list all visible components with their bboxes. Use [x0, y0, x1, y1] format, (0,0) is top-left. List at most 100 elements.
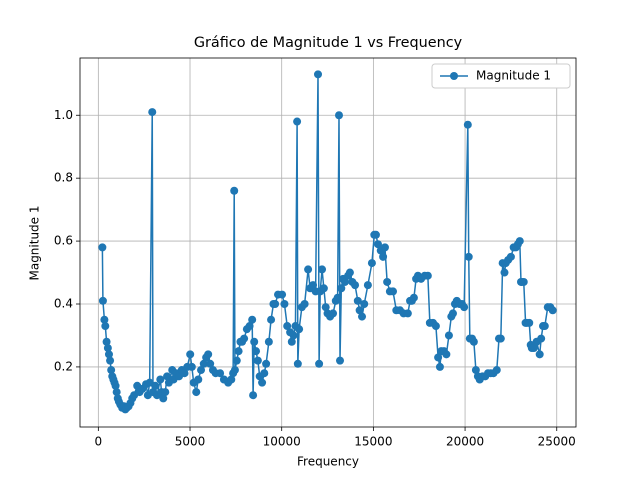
- point: [403, 309, 412, 318]
- point: [227, 375, 236, 384]
- point: [252, 347, 261, 356]
- point: [300, 300, 309, 308]
- point: [98, 296, 107, 305]
- point: [230, 366, 239, 375]
- point: [535, 350, 544, 359]
- point: [355, 306, 364, 315]
- point: [464, 252, 473, 261]
- point: [199, 359, 208, 368]
- point: [204, 350, 213, 359]
- legend-marker: [450, 72, 458, 80]
- point: [492, 366, 501, 375]
- point: [148, 108, 157, 117]
- point: [435, 362, 444, 371]
- y-tick-label: 0.8: [54, 171, 73, 185]
- y-tick-label: 1.0: [54, 108, 73, 122]
- point: [329, 309, 338, 318]
- point: [100, 315, 109, 324]
- point: [304, 265, 313, 274]
- point: [380, 243, 389, 252]
- x-tick-label: 10000: [263, 435, 301, 449]
- point: [471, 366, 480, 375]
- x-tick-label: 15000: [354, 435, 392, 449]
- chart-title: Gráfico de Magnitude 1 vs Frequency: [194, 35, 463, 51]
- point: [283, 322, 292, 331]
- point: [161, 388, 170, 397]
- point: [335, 111, 344, 120]
- point: [383, 277, 392, 286]
- point: [537, 334, 546, 343]
- point: [515, 237, 524, 246]
- point: [258, 378, 267, 387]
- y-tick-label: 0.6: [54, 234, 73, 248]
- legend: Magnitude 1: [431, 63, 571, 89]
- point: [373, 240, 382, 249]
- point: [186, 350, 195, 359]
- point: [431, 322, 440, 331]
- point: [230, 186, 239, 195]
- point: [101, 322, 110, 331]
- x-axis-label: Frequency: [297, 455, 359, 469]
- x-tick-label: 0: [95, 435, 103, 449]
- point: [469, 337, 478, 346]
- point: [194, 375, 203, 384]
- point: [448, 309, 457, 318]
- point: [245, 322, 254, 331]
- point: [337, 284, 346, 293]
- point: [525, 318, 534, 327]
- point: [506, 252, 515, 261]
- point: [371, 230, 380, 239]
- x-tick-label: 20000: [446, 435, 484, 449]
- y-tick-label: 0.2: [54, 359, 73, 373]
- point: [360, 300, 369, 308]
- point: [107, 366, 116, 375]
- point: [264, 337, 273, 346]
- point: [151, 381, 160, 390]
- point: [379, 252, 388, 261]
- point: [163, 372, 172, 381]
- point: [248, 315, 257, 324]
- point: [260, 369, 269, 378]
- point: [409, 293, 418, 302]
- point: [500, 268, 509, 277]
- legend-label: Magnitude 1: [476, 69, 551, 83]
- point: [336, 356, 345, 365]
- point: [423, 271, 432, 280]
- plot-frame: [79, 57, 577, 428]
- point: [318, 265, 327, 274]
- point: [250, 337, 259, 346]
- point: [389, 287, 398, 296]
- x-tick-label: 5000: [175, 435, 206, 449]
- point: [197, 366, 206, 375]
- point: [159, 394, 168, 403]
- point: [249, 391, 258, 400]
- point: [180, 369, 189, 378]
- point: [540, 322, 549, 331]
- point: [156, 375, 165, 384]
- point: [287, 337, 296, 346]
- point: [98, 243, 107, 252]
- point: [333, 293, 342, 302]
- point: [529, 344, 538, 353]
- y-tick-label: 0.4: [54, 297, 73, 311]
- point: [345, 268, 354, 277]
- point: [548, 306, 557, 315]
- point: [187, 362, 196, 371]
- point: [315, 359, 324, 368]
- point: [321, 303, 330, 312]
- point: [289, 331, 298, 340]
- point: [280, 300, 289, 308]
- point: [460, 303, 469, 312]
- point: [496, 334, 505, 343]
- point: [192, 388, 201, 397]
- point: [314, 70, 323, 79]
- y-axis-label: Magnitude 1: [28, 205, 42, 280]
- point: [463, 120, 472, 129]
- point: [340, 277, 349, 286]
- point: [102, 337, 111, 346]
- point: [434, 353, 443, 362]
- point: [103, 344, 112, 353]
- point: [295, 325, 304, 334]
